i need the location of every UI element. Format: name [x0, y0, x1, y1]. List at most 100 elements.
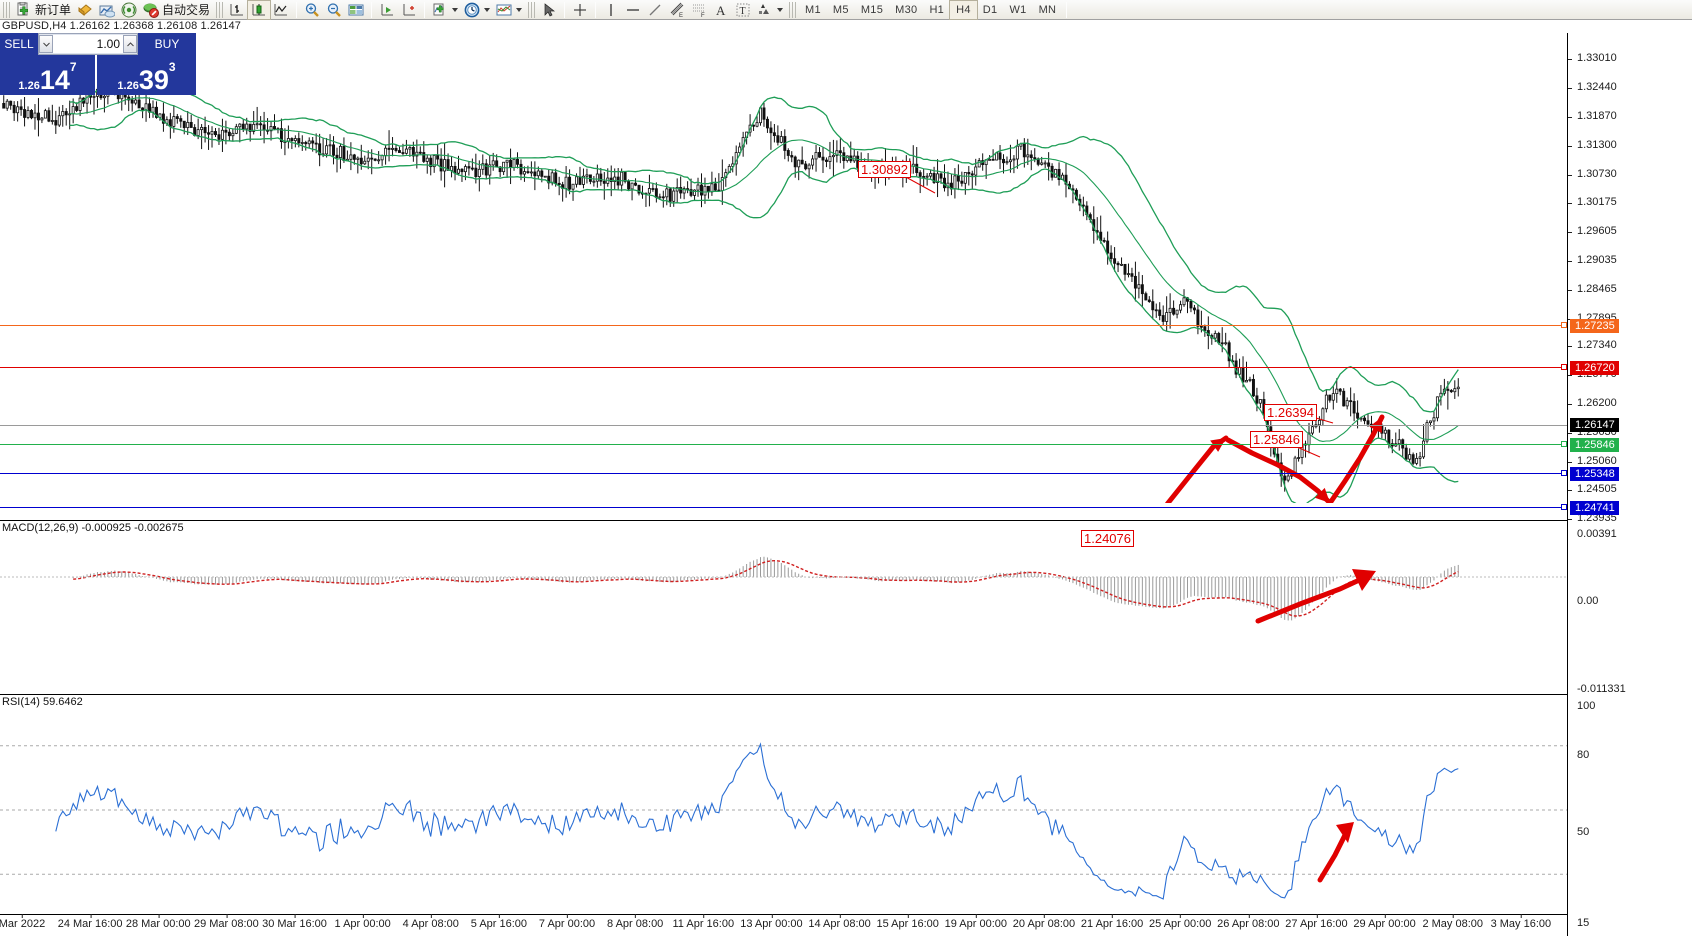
candlestick-chart-button[interactable]	[247, 0, 272, 20]
macd-histogram	[72, 556, 1459, 621]
time-axis-tick: 14 Apr 08:00	[808, 914, 871, 930]
chart-shift-button[interactable]	[398, 1, 420, 19]
price-badge-125846[interactable]: 1.25846	[1570, 438, 1619, 452]
price-axis-tick: 1.29035	[1568, 254, 1617, 266]
candlestick-icon	[251, 2, 267, 18]
price-level-handle-124741[interactable]	[1561, 504, 1567, 510]
indicators-button[interactable]	[429, 1, 461, 19]
chevron-down-icon-3[interactable]	[516, 7, 523, 12]
timeframe-m1[interactable]: M1	[805, 3, 821, 16]
signals-button[interactable]	[74, 1, 96, 19]
vline-icon	[603, 2, 619, 18]
rsi-trend-arrow	[1317, 830, 1349, 883]
timeframe-m30[interactable]: M30	[895, 3, 918, 16]
sell-button[interactable]: SELL	[0, 33, 38, 55]
svg-text:T: T	[740, 6, 746, 17]
price-axis-tick: 1.31870	[1568, 110, 1617, 122]
volume-increment-button[interactable]	[123, 35, 137, 53]
buy-price-display[interactable]: 1.26 39 3	[97, 55, 196, 95]
chart-container[interactable]: 1.30892 1.26394 1.25846 1.24076 SELL 1.0…	[0, 33, 1692, 936]
price-level-handle-125348[interactable]	[1561, 470, 1567, 476]
price-axis-tick: 1.27340	[1568, 339, 1617, 351]
price-level-line-127235[interactable]	[0, 325, 1567, 326]
trendline-button[interactable]	[644, 1, 666, 19]
shapes-button[interactable]	[754, 1, 786, 19]
toolbar-grip-4[interactable]	[789, 1, 797, 18]
horizontal-line-button[interactable]	[622, 1, 644, 19]
toolbar-separator-4	[564, 1, 566, 18]
price-level-line-125846[interactable]	[0, 444, 1567, 445]
toolbar-grip-2[interactable]	[216, 1, 224, 18]
cursor-button[interactable]	[538, 1, 560, 19]
timeframe-m5[interactable]: M5	[832, 3, 849, 16]
zoom-in-button[interactable]	[301, 1, 323, 19]
one-click-trade-panel[interactable]: SELL 1.00 BUY 1.26 14 7	[0, 33, 196, 95]
timeframe-mn[interactable]: MN	[1038, 3, 1057, 16]
toolbar-grip-3[interactable]	[528, 1, 536, 18]
fibonacci-icon: F	[691, 2, 707, 19]
timeframe-w1[interactable]: W1	[1009, 3, 1027, 16]
annotation-130892[interactable]: 1.30892	[858, 161, 911, 178]
time-axis-tick: 3 May 16:00	[1490, 914, 1552, 930]
annotation-125846[interactable]: 1.25846	[1250, 431, 1303, 448]
toolbar-grip[interactable]	[3, 1, 10, 18]
buy-button[interactable]: BUY	[138, 33, 196, 55]
equidistant-channel-button[interactable]: E	[666, 1, 688, 19]
price-badge-125348[interactable]: 1.25348	[1570, 467, 1619, 481]
price-badge-124741[interactable]: 1.24741	[1570, 501, 1619, 515]
broadcast-button[interactable]	[118, 1, 140, 19]
crosshair-button[interactable]	[569, 1, 591, 19]
new-order-icon	[16, 1, 32, 18]
price-axis-tick: 1.23935	[1568, 512, 1617, 524]
rsi-axis-tick-80: 80	[1577, 749, 1590, 761]
auto-trading-button[interactable]: 自动交易	[140, 1, 213, 19]
price-chart-canvas[interactable]	[0, 33, 1567, 503]
price-badge-126720[interactable]: 1.26720	[1570, 361, 1619, 375]
timeframe-h1[interactable]: H1	[929, 3, 945, 16]
macd-chart-canvas[interactable]	[0, 521, 1567, 697]
chevron-down-icon[interactable]	[452, 7, 459, 12]
price-level-line-125348[interactable]	[0, 473, 1567, 474]
price-level-line-126720[interactable]	[0, 367, 1567, 368]
time-axis-tick: 26 Apr 08:00	[1217, 914, 1280, 930]
data-window-button[interactable]	[345, 1, 367, 19]
market-button[interactable]	[96, 1, 118, 19]
rsi-chart-canvas[interactable]	[0, 695, 1567, 915]
annotation-124076[interactable]: 1.24076	[1081, 530, 1134, 547]
autoscroll-button[interactable]	[376, 1, 398, 19]
price-level-line-124741[interactable]	[0, 507, 1567, 508]
timeframe-h4[interactable]: H4	[949, 0, 978, 20]
timeframe-m15[interactable]: M15	[860, 3, 884, 16]
price-axis-tick: 1.32440	[1568, 81, 1617, 93]
text-label-button[interactable]: T	[732, 1, 754, 19]
new-order-button[interactable]: 新订单	[13, 1, 74, 19]
price-axis-tick: 1.24505	[1568, 483, 1617, 495]
annotation-126394[interactable]: 1.26394	[1264, 404, 1317, 421]
vertical-line-button[interactable]	[600, 1, 622, 19]
svg-text:F: F	[701, 13, 705, 18]
price-axis[interactable]: 1.33010 1.32440 1.31870 1.31300 1.30730 1.301…	[1567, 33, 1692, 936]
price-level-handle-127235[interactable]	[1561, 322, 1567, 328]
volume-decrement-button[interactable]	[39, 35, 53, 53]
price-level-handle-125846[interactable]	[1561, 441, 1567, 447]
new-order-label: 新订单	[35, 3, 72, 17]
text-button[interactable]: A	[710, 1, 732, 19]
shapes-icon	[757, 2, 773, 18]
price-badge-127235[interactable]: 1.27235	[1570, 319, 1619, 333]
line-chart-button[interactable]	[270, 1, 292, 19]
zoom-out-button[interactable]	[323, 1, 345, 19]
price-level-handle-126720[interactable]	[1561, 364, 1567, 370]
chevron-down-icon-2[interactable]	[484, 7, 491, 12]
time-axis-tick: 25 Apr 00:00	[1149, 914, 1212, 930]
timeframe-d1[interactable]: D1	[982, 3, 998, 16]
fibonacci-button[interactable]: F	[688, 1, 710, 19]
macd-axis-tick-zero: 0.00	[1577, 595, 1599, 607]
bar-chart-button[interactable]	[226, 1, 248, 19]
volume-field[interactable]: 1.00	[38, 33, 138, 55]
buy-price-sup: 3	[168, 60, 176, 74]
chevron-down-icon-4[interactable]	[777, 7, 784, 12]
periods-button[interactable]	[461, 1, 493, 19]
volume-value[interactable]: 1.00	[53, 35, 123, 53]
templates-button[interactable]	[493, 1, 525, 19]
sell-price-display[interactable]: 1.26 14 7	[0, 55, 96, 95]
